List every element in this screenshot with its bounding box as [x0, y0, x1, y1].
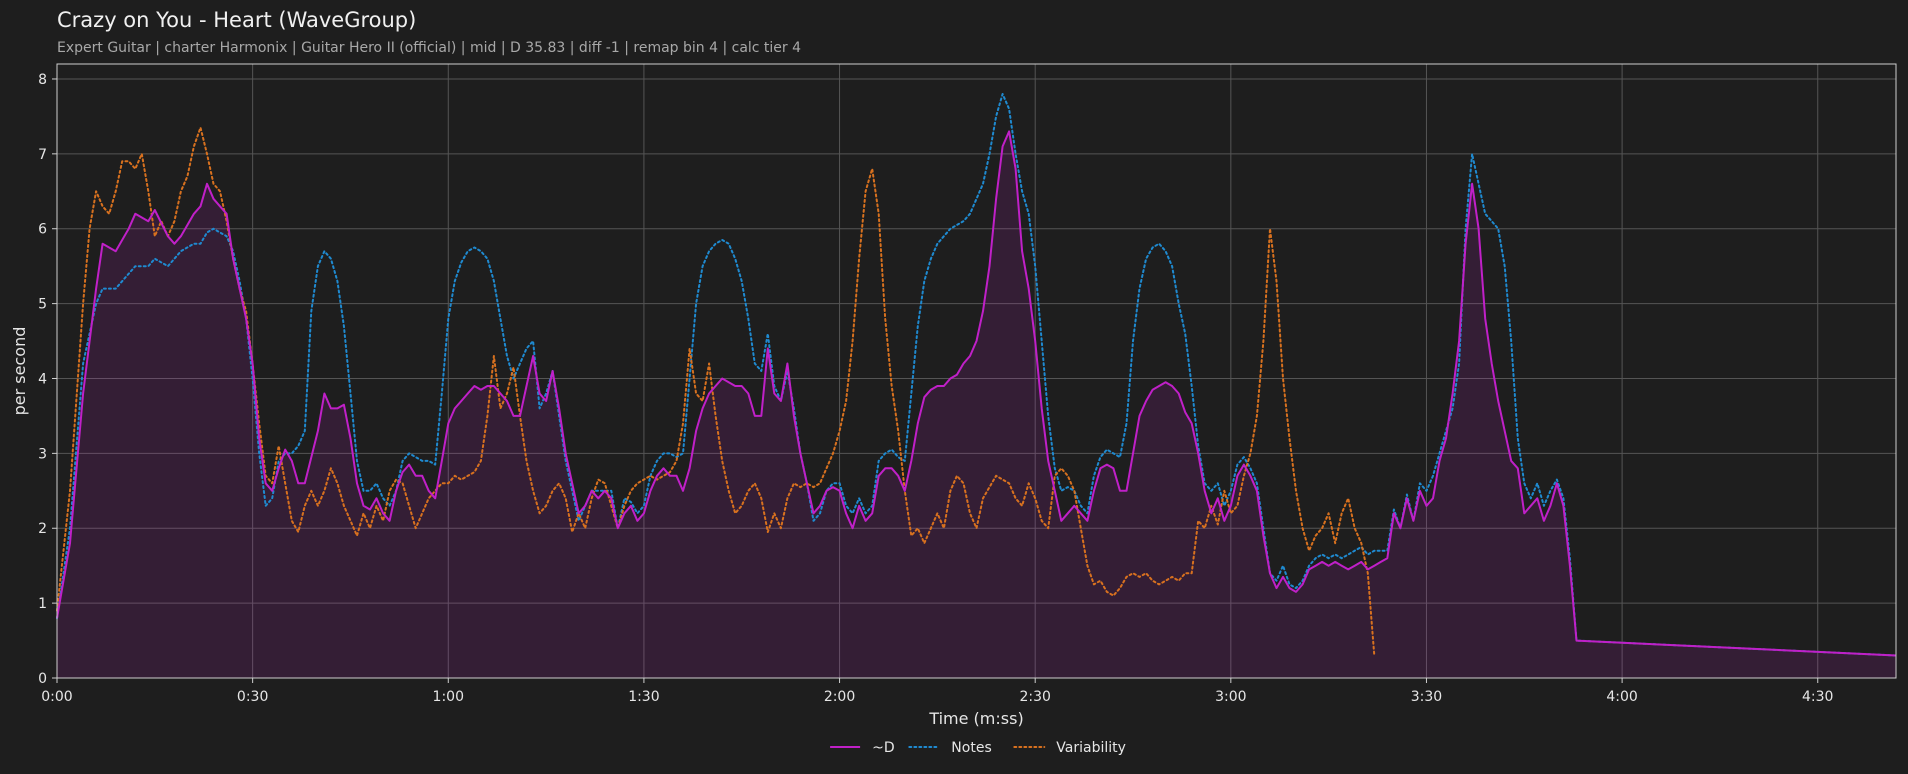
x-tick-label: 2:00 [824, 689, 855, 705]
grid-lines [56, 64, 1896, 679]
y-tick-label: 1 [38, 596, 47, 612]
legend-item: Notes [908, 740, 992, 756]
plot-frame [56, 63, 1897, 679]
legend-item: ~D [830, 740, 895, 756]
y-tick-label: 7 [38, 147, 47, 163]
y-tick-label: 2 [38, 521, 47, 537]
plot-background [57, 64, 1896, 678]
series-line-notes [56, 93, 1897, 657]
y-tick-label: 3 [38, 446, 47, 462]
x-tick-label: 0:30 [237, 689, 268, 705]
series-line-variability [56, 126, 1376, 657]
series-lines [56, 93, 1897, 657]
legend: ~D Notes Variability [830, 740, 1126, 756]
y-tick-label: 6 [38, 222, 47, 238]
x-axis-ticks: 0:00 0:30 1:00 1:30 2:00 2:30 3:00 3:30 4:00 4:30 [41, 678, 1833, 705]
x-tick-label: 2:30 [1019, 689, 1050, 705]
chart-subtitle: Expert Guitar | charter Harmonix | Guita… [57, 40, 802, 56]
series-line-d [56, 130, 1897, 657]
x-tick-label: 1:00 [433, 689, 464, 705]
y-tick-label: 4 [38, 371, 47, 387]
y-axis-label: per second [10, 327, 29, 416]
x-axis-label: Time (m:ss) [928, 709, 1023, 728]
legend-label: Notes [951, 740, 991, 756]
legend-item: Variability [1013, 740, 1126, 756]
x-tick-label: 0:00 [41, 689, 72, 705]
chart-title: Crazy on You - Heart (WaveGroup) [57, 8, 417, 32]
y-tick-label: 8 [38, 72, 47, 88]
area-fills [57, 131, 1896, 678]
x-tick-label: 3:00 [1215, 689, 1246, 705]
series-area-d [57, 131, 1896, 678]
x-tick-label: 4:30 [1802, 689, 1833, 705]
y-tick-label: 0 [38, 671, 47, 687]
x-tick-label: 1:30 [628, 689, 659, 705]
y-tick-label: 5 [38, 297, 47, 313]
x-tick-label: 3:30 [1411, 689, 1442, 705]
legend-label: Variability [1056, 740, 1126, 756]
x-tick-label: 4:00 [1606, 689, 1637, 705]
legend-label: ~D [872, 740, 895, 756]
y-axis-ticks: 0 1 2 3 4 5 6 7 8 [38, 72, 57, 687]
